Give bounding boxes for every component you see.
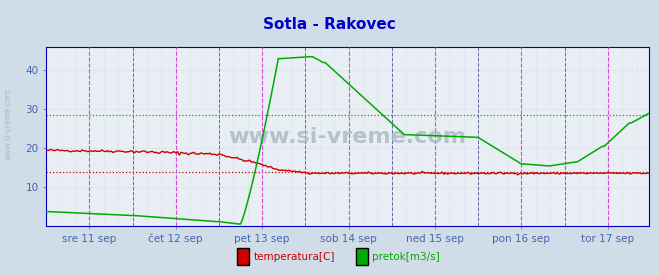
Text: www.si-vreme.com: www.si-vreme.com (3, 88, 13, 160)
Text: temperatura[C]: temperatura[C] (254, 252, 335, 262)
Text: Sotla - Rakovec: Sotla - Rakovec (263, 17, 396, 31)
Text: pretok[m3/s]: pretok[m3/s] (372, 252, 440, 262)
Text: www.si-vreme.com: www.si-vreme.com (229, 127, 467, 147)
